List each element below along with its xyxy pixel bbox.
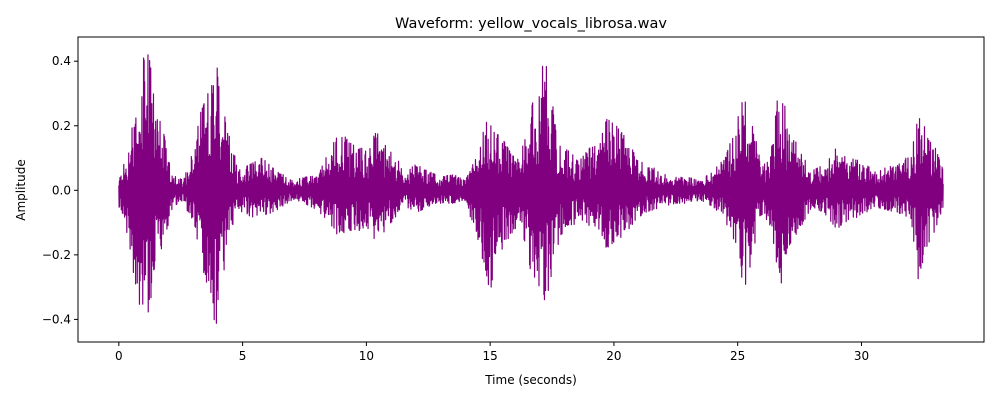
x-tick-label: 25 [730,349,745,363]
x-tick-label: 5 [239,349,247,363]
plot-frame [77,36,985,343]
y-axis-label: Amplitude [14,159,28,221]
x-tick-label: 0 [115,349,123,363]
x-tick-label: 20 [606,349,621,363]
x-axis-label: Time (seconds) [484,373,577,387]
y-tick-label: −0.2 [42,248,71,262]
y-tick-label: 0.2 [52,119,71,133]
y-tick-label: −0.4 [42,312,71,326]
axis-ticks: 0 5 10 15 20 25 30 −0.4 −0.2 0.0 0.2 0.4 [42,54,869,363]
chart-title: Waveform: yellow_vocals_librosa.wav [395,16,667,32]
y-tick-label: 0.0 [52,183,71,197]
waveform-line [118,54,944,324]
plot-area [118,54,944,324]
y-tick-label: 0.4 [52,54,71,68]
x-tick-label: 10 [359,349,374,363]
x-tick-label: 15 [483,349,498,363]
x-tick-label: 30 [854,349,869,363]
